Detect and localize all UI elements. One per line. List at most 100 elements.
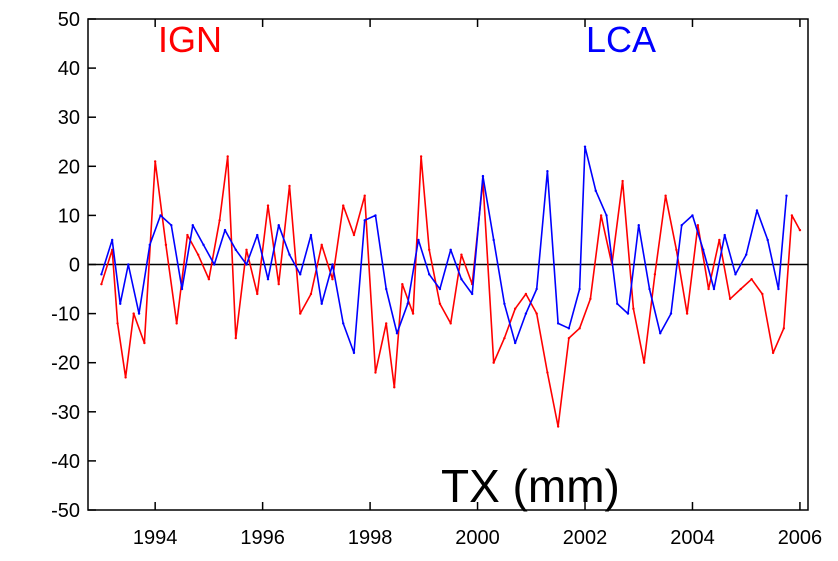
data-point-lca (535, 287, 538, 291)
data-point-lca (492, 238, 495, 242)
series-layer (100, 145, 802, 428)
data-point-lca (309, 233, 313, 237)
data-point-ign (186, 233, 189, 237)
data-point-ign (524, 292, 528, 296)
data-point-lca (320, 302, 323, 305)
y-tick-label: -20 (51, 353, 80, 375)
data-point-lca (180, 287, 184, 291)
data-point-ign (116, 322, 119, 325)
data-point-ign (438, 302, 442, 305)
data-point-lca (277, 224, 280, 227)
data-point-lca (691, 214, 694, 217)
data-point-ign (642, 361, 646, 364)
data-point-lca (331, 263, 334, 266)
y-tick-label: 0 (69, 255, 80, 277)
y-tick-label: -50 (51, 500, 80, 522)
data-point-lca (363, 219, 366, 222)
data-point-lca (170, 224, 173, 227)
data-point-lca (406, 302, 409, 305)
data-point-lca (594, 189, 597, 193)
data-point-lca (288, 253, 291, 256)
y-tick-label: 30 (58, 107, 80, 129)
y-tick-label: 40 (58, 58, 80, 80)
data-point-lca (213, 263, 216, 266)
data-point-lca (374, 214, 377, 217)
data-point-lca (556, 322, 560, 325)
series-label-ign: IGN (158, 19, 222, 60)
data-point-ign (256, 292, 259, 296)
data-point-ign (153, 160, 157, 163)
data-point-ign (277, 282, 280, 286)
data-point-ign (309, 292, 313, 296)
data-point-lca (766, 238, 769, 242)
data-point-ign (685, 312, 689, 315)
data-point-ign (578, 327, 581, 330)
data-point-lca (648, 287, 651, 291)
data-point-ign (288, 184, 291, 188)
data-point-ign (320, 243, 323, 247)
data-point-ign (632, 307, 635, 310)
data-point-lca (119, 302, 122, 305)
data-point-ign (696, 224, 700, 227)
y-tick-label: 20 (58, 156, 80, 178)
x-tick-label: 2002 (563, 527, 608, 549)
data-point-ign (790, 214, 794, 217)
data-point-ign (401, 282, 404, 286)
data-point-lca (395, 332, 399, 335)
data-point-lca (702, 248, 705, 251)
data-point-ign (546, 371, 549, 374)
data-point-ign (226, 155, 229, 158)
data-point-lca (669, 312, 673, 315)
data-point-lca (159, 214, 162, 217)
data-point-ign (503, 336, 506, 340)
data-point-lca (637, 224, 640, 227)
y-tick-label: 10 (58, 205, 80, 227)
data-point-ign (718, 238, 721, 242)
y-tick-label: 50 (58, 9, 80, 31)
data-point-lca (385, 287, 388, 291)
data-point-lca (777, 287, 780, 291)
data-point-ign (460, 253, 463, 256)
data-point-ign (449, 322, 452, 325)
data-point-lca (583, 145, 587, 148)
axis-layer: -50 -40 -30 -20 -10 0 10 20 30 40 50 1994 1996 1998 20… (51, 9, 822, 549)
data-point-lca (470, 292, 474, 296)
x-tick-label: 2004 (670, 527, 715, 549)
data-point-ign (266, 204, 270, 207)
series-label-lca: LCA (586, 19, 656, 60)
data-point-ign (750, 278, 753, 281)
series-line-ign (100, 155, 801, 428)
data-point-lca (513, 341, 517, 345)
data-point-lca (785, 194, 788, 197)
data-point-lca (481, 174, 485, 178)
data-point-ign (567, 336, 571, 340)
data-point-lca (352, 351, 356, 355)
data-point-ign (664, 194, 667, 197)
data-point-lca (148, 243, 151, 247)
y-tick-label: -10 (51, 304, 80, 326)
data-point-ign (798, 228, 802, 232)
data-point-ign (411, 312, 415, 315)
data-point-lca (299, 273, 302, 276)
data-point-lca (626, 312, 630, 315)
data-point-lca (342, 322, 345, 325)
data-point-lca (191, 224, 194, 227)
data-point-lca (460, 278, 463, 281)
data-point-lca (256, 233, 259, 237)
data-point-lca (266, 278, 270, 281)
data-point-lca (427, 273, 431, 276)
data-point-ign (728, 297, 732, 301)
data-point-lca (417, 238, 420, 242)
data-point-ign (782, 327, 786, 330)
data-point-ign (100, 282, 103, 286)
data-point-lca (616, 302, 619, 305)
data-point-lca (524, 312, 528, 315)
x-tick-label: 1998 (348, 527, 393, 549)
data-point-ign (363, 194, 366, 197)
data-point-ign (427, 248, 431, 251)
x-tick-label: 2000 (455, 527, 500, 549)
data-point-lca (202, 243, 205, 247)
data-point-lca (546, 170, 549, 173)
data-point-ign (132, 312, 135, 315)
